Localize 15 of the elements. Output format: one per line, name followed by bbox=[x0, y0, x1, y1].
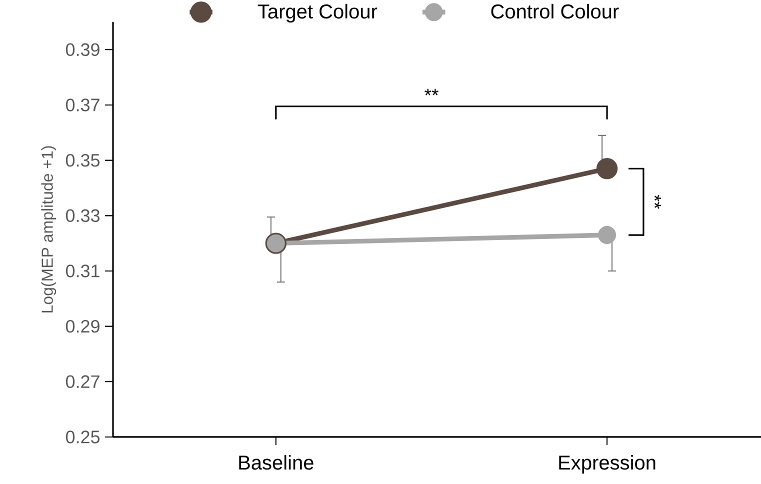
legend-label: Target Colour bbox=[258, 4, 378, 23]
annotation: ** bbox=[424, 88, 439, 96]
x-tick-label: Baseline bbox=[239, 455, 314, 470]
y-tick-label: 0.27 bbox=[66, 375, 100, 388]
y-tick-label: 0.37 bbox=[66, 98, 100, 112]
y-tick-label: 0.33 bbox=[66, 209, 100, 222]
y-tick-label: 0.29 bbox=[66, 320, 100, 333]
legend-label: Control Colour bbox=[491, 4, 619, 19]
x-tick-label: Expression bbox=[559, 455, 656, 474]
annotation: ** bbox=[654, 194, 661, 209]
y-tick-label: 0.39 bbox=[66, 43, 100, 56]
y-tick-label: 0.31 bbox=[66, 264, 100, 278]
y-tick-label: 0.35 bbox=[66, 154, 100, 167]
y-axis-title: Log(MEP amplitude +1) bbox=[41, 146, 56, 312]
y-tick-label: 0.25 bbox=[66, 430, 100, 444]
